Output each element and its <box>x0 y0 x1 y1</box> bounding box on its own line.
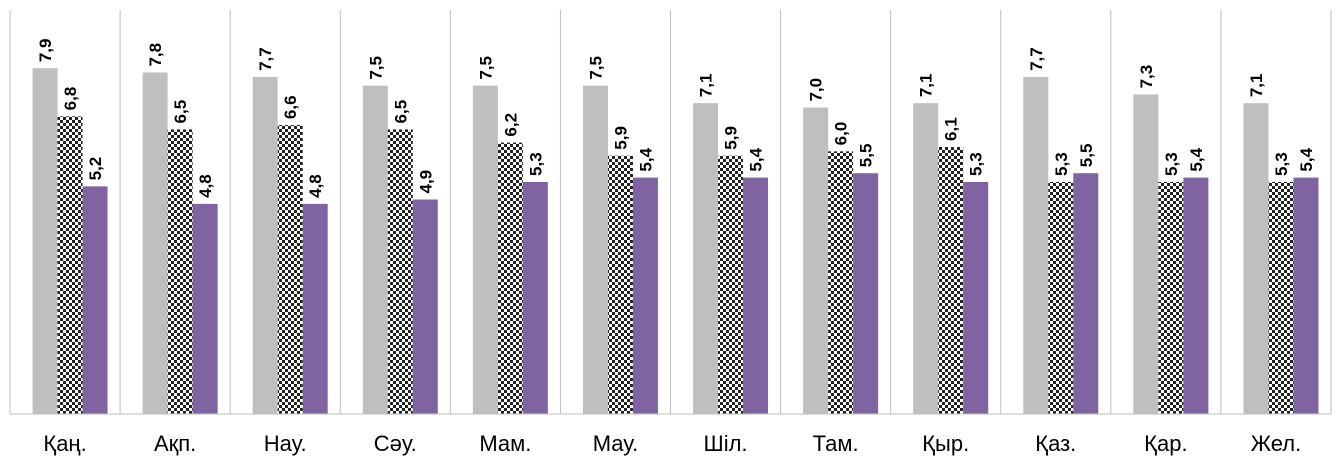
bar-series-2-Шіл. <box>718 155 744 414</box>
data-label: 6,0 <box>832 122 851 146</box>
data-label: 7,7 <box>256 47 275 71</box>
bar-series-3-Сәу. <box>412 199 438 414</box>
bar-series-3-Шіл. <box>743 177 769 414</box>
data-label: 5,3 <box>1272 152 1291 176</box>
bar-series-2-Мау. <box>607 155 633 414</box>
data-label: 7,1 <box>1247 74 1266 98</box>
bar-series-2-Сәу. <box>387 129 413 414</box>
data-label: 6,6 <box>281 95 300 119</box>
data-label: 6,1 <box>942 117 961 141</box>
data-label: 7,8 <box>146 43 165 67</box>
data-label: 6,5 <box>171 100 190 124</box>
x-tick-label: Қыр. <box>922 431 969 456</box>
bar-series-1-Қыр. <box>913 103 939 414</box>
data-label: 5,9 <box>611 126 630 150</box>
bar-series-1-Мау. <box>582 85 608 415</box>
category-separators <box>9 10 1332 414</box>
bar-series-2-Қыр. <box>938 146 964 414</box>
data-label: 5,3 <box>1052 152 1071 176</box>
data-label: 6,5 <box>391 100 410 124</box>
bar-series-2-Қаң. <box>57 116 83 415</box>
x-tick-label: Сәу. <box>374 431 417 456</box>
data-label: 5,4 <box>1187 147 1206 171</box>
bar-series-3-Мам. <box>522 181 548 414</box>
data-label: 7,0 <box>807 78 826 102</box>
x-tick-label: Қаз. <box>1035 431 1076 456</box>
x-axis: Қаң. Ақп. Нау. Сәу. Мам. Мау. Шіл. Там. Қыр. Қаз.… <box>10 413 1331 456</box>
bar-series-3-Там. <box>853 173 879 414</box>
data-label: 5,9 <box>722 126 741 150</box>
data-label: 4,9 <box>416 170 435 194</box>
x-tick-label: Там. <box>813 431 859 456</box>
data-label: 5,4 <box>747 147 766 171</box>
data-label: 4,8 <box>196 174 215 198</box>
bar-series-2-Там. <box>828 151 854 415</box>
x-tick-label: Мам. <box>479 431 531 456</box>
bar-series-3-Мау. <box>632 177 658 414</box>
bar-series-2-Қар. <box>1158 181 1184 414</box>
data-label: 6,8 <box>61 87 80 111</box>
data-labels-group: 7,9 6,8 5,2 7,8 6,5 4,8 7,7 6,6 4,8 7,5 6,5 4,9 7,5 6… <box>36 39 1316 198</box>
bar-series-1-Қаң. <box>32 68 58 415</box>
bar-series-3-Қаз. <box>1073 173 1099 414</box>
data-label: 7,1 <box>697 74 716 98</box>
bar-series-1-Сәу. <box>362 85 388 415</box>
data-label: 5,5 <box>1077 144 1096 168</box>
data-label: 7,5 <box>366 56 385 80</box>
data-label: 7,7 <box>1027 47 1046 71</box>
data-label: 5,2 <box>86 157 105 181</box>
bar-series-2-Нау. <box>277 125 303 415</box>
data-label: 5,3 <box>967 152 986 176</box>
data-label: 7,5 <box>586 56 605 80</box>
bar-series-3-Ақп. <box>192 203 218 414</box>
bar-series-2-Мам. <box>497 142 523 415</box>
bar-series-1-Шіл. <box>693 103 719 414</box>
bars-group <box>32 68 1319 415</box>
data-label: 7,1 <box>917 74 936 98</box>
bar-series-1-Қар. <box>1133 94 1159 414</box>
x-tick-label: Қаң. <box>43 431 86 456</box>
x-tick-label: Жел. <box>1251 431 1302 456</box>
bar-series-1-Қаз. <box>1023 76 1049 415</box>
bar-series-1-Там. <box>803 107 829 415</box>
x-tick-label: Ақп. <box>154 431 196 456</box>
bar-series-2-Ақп. <box>167 129 193 414</box>
x-tick-label: Шіл. <box>704 431 748 456</box>
x-tick-label: Нау. <box>264 431 307 456</box>
data-label: 5,4 <box>1297 147 1316 171</box>
bar-series-1-Ақп. <box>142 72 168 415</box>
data-label: 5,5 <box>857 144 876 168</box>
data-label: 7,9 <box>36 39 55 63</box>
x-tick-label: Қар. <box>1144 431 1187 456</box>
data-label: 7,5 <box>476 56 495 80</box>
x-tick-label: Мау. <box>593 431 638 456</box>
bar-series-3-Қаң. <box>82 186 108 414</box>
bar-series-3-Қыр. <box>963 181 989 414</box>
bar-series-2-Қаз. <box>1048 181 1074 414</box>
bar-series-1-Жел. <box>1243 103 1269 414</box>
bar-series-3-Нау. <box>302 203 328 414</box>
data-label: 6,2 <box>501 113 520 137</box>
bar-series-1-Нау. <box>252 76 278 415</box>
bar-series-1-Мам. <box>472 85 498 415</box>
bar-series-3-Қар. <box>1183 177 1209 414</box>
bar-series-3-Жел. <box>1293 177 1319 414</box>
data-label: 5,3 <box>526 152 545 176</box>
data-label: 5,4 <box>636 147 655 171</box>
bar-series-2-Жел. <box>1268 181 1294 414</box>
data-label: 4,8 <box>306 174 325 198</box>
data-label: 7,3 <box>1137 65 1156 89</box>
data-label: 5,3 <box>1162 152 1181 176</box>
